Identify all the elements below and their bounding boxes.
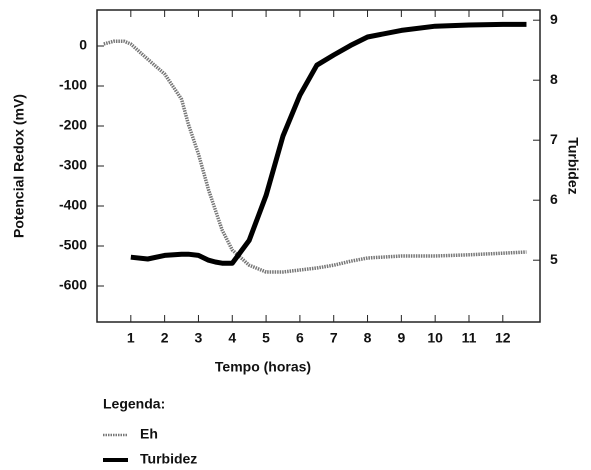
plot-frame [96,9,541,323]
x-tick-label: 1 [127,330,135,346]
x-tick-label: 8 [364,330,372,346]
x-tick-label: 3 [195,330,203,346]
legend-title: Legenda: [103,396,165,412]
x-axis-label: Tempo (horas) [215,359,311,375]
y-tick-label: -300 [59,157,87,173]
y-tick-label: -200 [59,117,87,133]
y2-tick-label: 8 [550,71,558,87]
legend-label: Turbidez [140,451,197,467]
series-line [130,21,527,266]
x-tick-label: 9 [397,330,405,346]
y2-axis-label: Turbidez [565,137,581,194]
y-tick-label: -500 [59,237,87,253]
y-tick-label: -400 [59,197,87,213]
y-tick-label: 0 [79,37,87,53]
x-tick-label: 6 [296,330,304,346]
y2-tick-label: 5 [550,251,558,267]
x-tick-label: 12 [495,330,511,346]
y2-tick-label: 9 [550,11,558,27]
legend-label: Eh [140,426,158,442]
x-tick-label: 5 [262,330,270,346]
y-axis-label: Potencial Redox (mV) [11,94,27,238]
series-line [103,39,527,274]
y2-tick-label: 6 [550,191,558,207]
y-tick-label: -100 [59,77,87,93]
x-tick-label: 10 [427,330,443,346]
x-tick-label: 2 [161,330,169,346]
y2-tick-label: 7 [550,131,558,147]
x-tick-label: 11 [462,330,477,346]
y-tick-label: -600 [59,277,87,293]
x-tick-label: 7 [330,330,338,346]
x-tick-label: 4 [228,330,236,346]
